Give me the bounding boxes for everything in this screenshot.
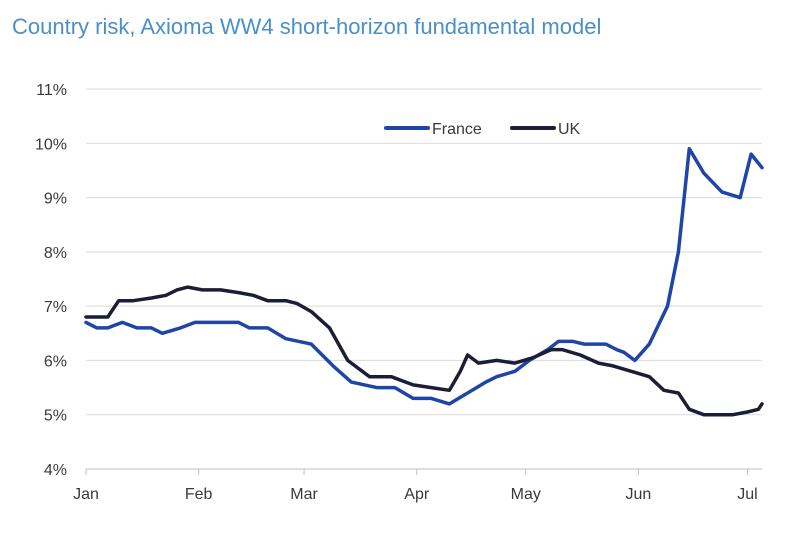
x-tick-label: Jun xyxy=(626,486,652,503)
y-tick-label: 10% xyxy=(35,136,67,153)
x-tick-label: Jan xyxy=(73,486,99,503)
series-lines xyxy=(84,146,764,417)
y-tick-label: 9% xyxy=(44,191,67,208)
x-tick-label: May xyxy=(511,486,541,503)
x-tick-label: Mar xyxy=(290,486,318,503)
chart-title: Country risk, Axioma WW4 short-horizon f… xyxy=(12,14,602,39)
legend-label-uk: UK xyxy=(558,121,581,138)
y-tick-label: 8% xyxy=(44,245,67,262)
y-tick-label: 7% xyxy=(44,299,67,316)
y-tick-label: 4% xyxy=(44,462,67,479)
y-tick-label: 6% xyxy=(44,353,67,370)
series-line-uk xyxy=(84,285,764,417)
axes: 4% 5% 6% 7% 8% 9% 10% 11% Jan Feb Mar Apr May Jun Jul xyxy=(35,82,762,503)
legend: France UK xyxy=(384,121,581,138)
y-tick-label: 5% xyxy=(44,408,67,425)
x-tick-label: Jul xyxy=(737,486,757,503)
x-tick-label: Apr xyxy=(404,486,430,503)
legend-label-france: France xyxy=(432,121,482,138)
x-tick-label: Feb xyxy=(185,486,213,503)
y-tick-label: 11% xyxy=(36,82,67,99)
series-line-france xyxy=(84,146,764,406)
gridlines xyxy=(86,88,762,416)
